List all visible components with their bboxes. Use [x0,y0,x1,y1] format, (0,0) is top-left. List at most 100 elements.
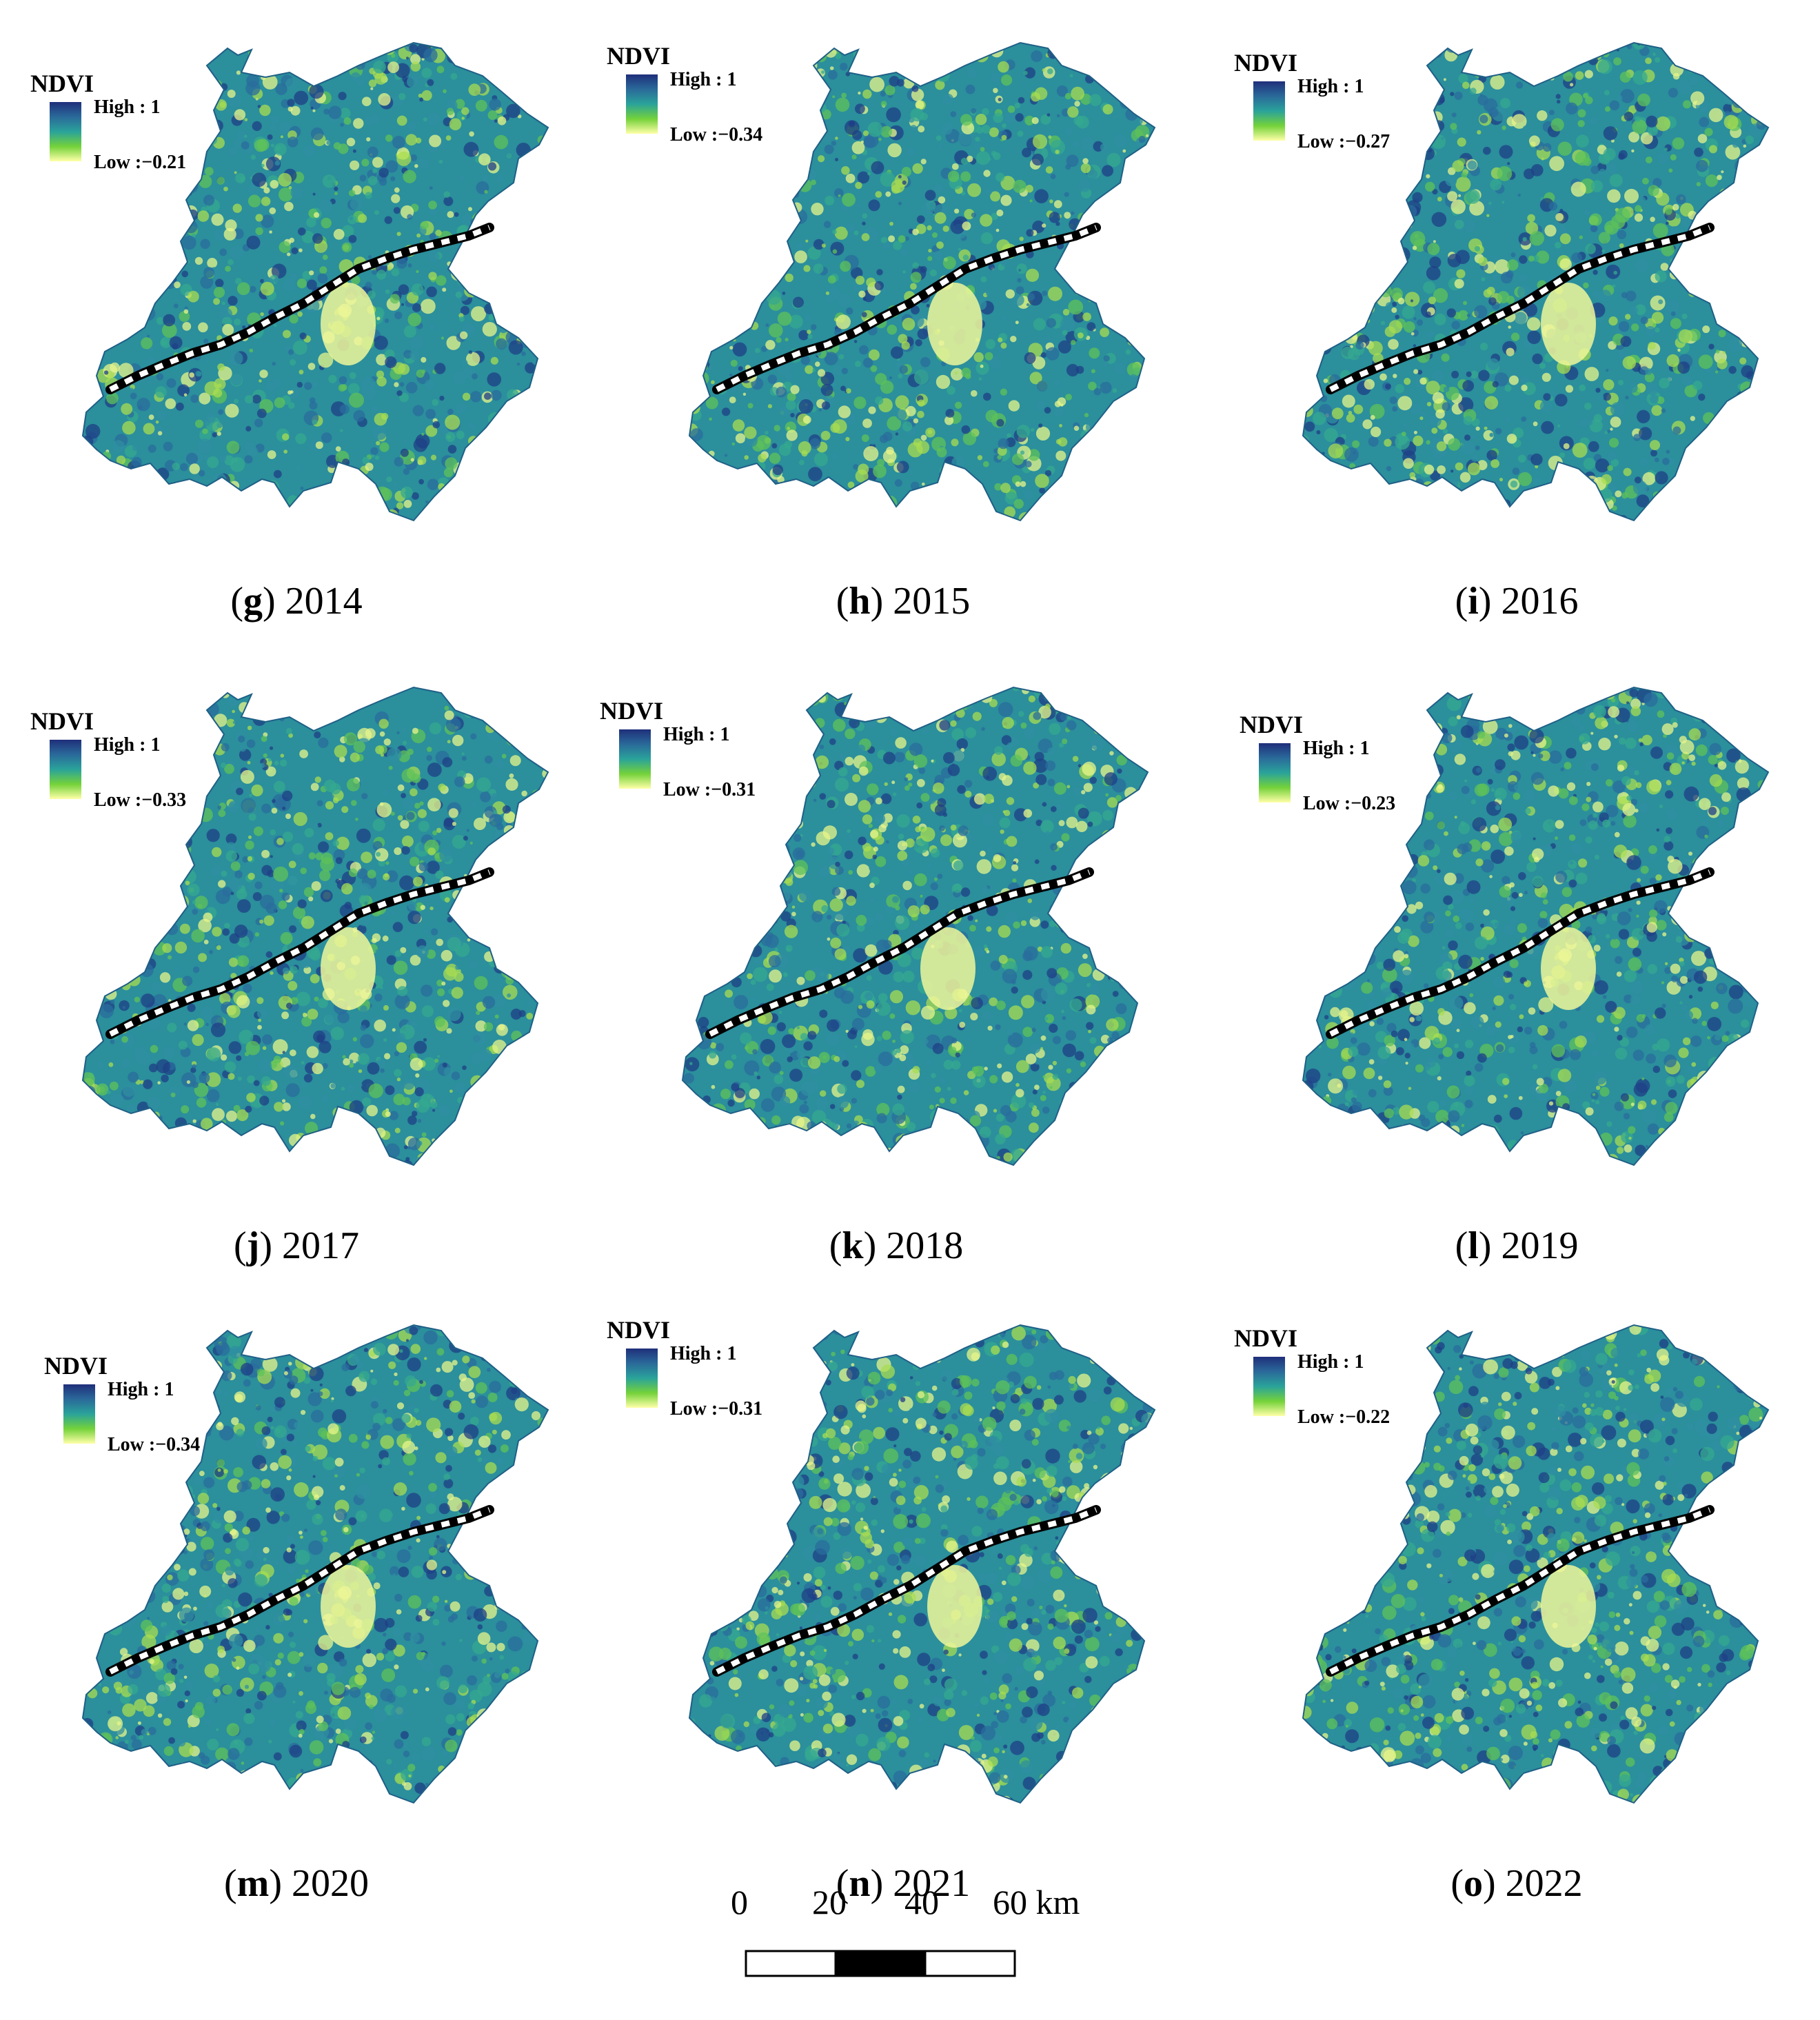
panel-letter: g [243,580,263,623]
dashed-boundary-dashes [709,869,1091,1037]
legend-low: Low :−0.21 [94,152,187,173]
color-ramp [50,102,81,161]
panel-caption: (m) 2020 [224,1862,369,1905]
color-ramp [619,729,651,789]
ndvi-map [81,1324,549,1804]
ndvi-map [1302,41,1770,522]
dashed-boundary-dashes [1329,1507,1711,1675]
map-panel: NDVI High : 1 Low :−0.22 (o) 2022 [1220,1282,1813,1923]
dashed-boundary-dashes [716,225,1098,392]
region-outline [688,1324,1156,1804]
legend-title: NDVI [607,1316,671,1344]
panel-year: 2021 [893,1862,971,1905]
dashed-boundary-dashes [109,1507,491,1675]
panel-year: 2017 [281,1224,359,1267]
panel-caption: (o) 2022 [1450,1862,1583,1905]
dashed-boundary-dashes [1329,225,1711,392]
region-outline [1302,1324,1770,1804]
scale-bar: 0 20 40 60 km [717,1882,1131,2006]
dashed-boundary-dashes [109,225,491,392]
panel-year: 2016 [1501,580,1579,623]
region-outline [681,686,1149,1166]
ndvi-map [81,41,549,522]
ndvi-map [688,1324,1156,1804]
panel-caption: (g) 2014 [230,580,363,623]
legend-low: Low :−0.31 [670,1398,763,1420]
legend-high: High : 1 [94,734,161,756]
region-outline [81,1324,549,1804]
color-ramp [1253,1357,1285,1416]
panel-year: 2022 [1505,1862,1583,1905]
legend-title: NDVI [44,1352,108,1380]
legend-high: High : 1 [663,724,730,745]
scale-segment-2 [834,1950,927,1977]
ndvi-region [83,1325,548,1803]
legend-high: High : 1 [1297,1351,1364,1373]
legend-high: High : 1 [1303,738,1370,759]
panel-letter: o [1464,1862,1483,1905]
panel-letter: k [842,1224,864,1267]
legend-high: High : 1 [1297,76,1364,97]
panel-year: 2019 [1501,1224,1579,1267]
legend-high: High : 1 [94,97,161,118]
legend-low: Low :−0.23 [1303,793,1396,814]
panel-year: 2015 [893,580,971,623]
color-ramp [50,740,81,799]
region-outline [688,41,1156,522]
panel-letter: n [849,1862,871,1905]
ndvi-region [1303,687,1768,1165]
color-ramp [63,1384,95,1444]
panel-letter: i [1468,580,1479,623]
legend-high: High : 1 [108,1379,174,1400]
panel-year: 2020 [291,1862,369,1905]
legend-high: High : 1 [670,1343,737,1364]
scale-segment-3 [924,1950,1016,1977]
color-ramp [626,1349,658,1408]
legend-low: Low :−0.22 [1297,1406,1391,1428]
legend-low: Low :−0.33 [94,789,187,811]
panel-caption: (n) 2021 [836,1862,971,1905]
ndvi-map [1302,686,1770,1166]
dashed-boundary-dashes [716,1507,1098,1675]
panel-letter: j [246,1224,260,1267]
region-outline [81,41,549,522]
panel-letter: l [1468,1224,1479,1267]
panel-caption: (k) 2018 [829,1224,964,1267]
scale-label-60km: 60 km [993,1883,1080,1921]
ndvi-texture [689,43,1155,521]
legend-title: NDVI [1240,711,1304,738]
scale-label-20: 20 [812,1883,847,1921]
map-panel: NDVI High : 1 Low :−0.34 (m) 2020 [0,1282,593,1923]
ndvi-region [83,687,548,1165]
legend-low: Low :−0.34 [108,1434,201,1455]
dashed-boundary-dashes [1329,869,1711,1037]
map-panel: NDVI High : 1 Low :−0.34 (h) 2015 [607,0,1200,641]
panel-letter: m [236,1862,270,1905]
map-panel: NDVI High : 1 Low :−0.27 (i) 2016 [1220,0,1813,641]
scale-label-40: 40 [904,1883,939,1921]
map-panel: NDVI High : 1 Low :−0.31 (k) 2018 [600,645,1193,1286]
legend-title: NDVI [30,70,94,97]
region-outline [1302,41,1770,522]
scale-label-0: 0 [731,1883,748,1921]
panel-caption: (h) 2015 [836,580,971,623]
legend-title: NDVI [600,697,664,725]
scale-bar-graphic [745,1950,1016,1977]
dashed-boundary-dashes [109,869,491,1037]
legend-title: NDVI [607,42,671,70]
scale-segment-1 [745,1950,837,1977]
color-ramp [1253,81,1285,141]
map-panel: NDVI High : 1 Low :−0.21 (g) 2014 [0,0,593,641]
panel-caption: (i) 2016 [1455,580,1579,623]
ndvi-region [1303,43,1768,521]
color-ramp [626,74,658,134]
panel-year: 2018 [886,1224,964,1267]
legend-low: Low :−0.31 [663,779,756,800]
legend-high: High : 1 [670,69,737,90]
ndvi-map [688,41,1156,522]
region-outline [81,686,549,1166]
region-outline [1302,686,1770,1166]
legend-title: NDVI [1234,1324,1298,1352]
panel-caption: (l) 2019 [1455,1224,1579,1267]
panel-year: 2014 [285,580,363,623]
